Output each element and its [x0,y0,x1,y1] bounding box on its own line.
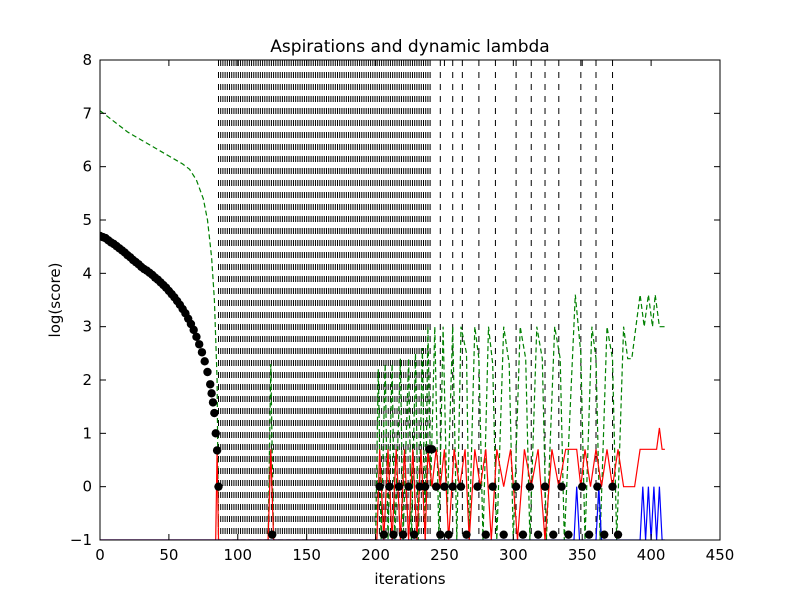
score-point [481,530,490,539]
x-axis-label: iterations [374,570,445,588]
y-tick-label: 5 [82,211,92,229]
x-tick-label: 350 [568,546,597,564]
score-point [197,348,207,357]
score-point [462,530,471,539]
y-tick-label: 2 [82,371,92,389]
plot-content [100,60,665,540]
score-point [195,340,204,349]
score-point [608,482,617,491]
score-point [409,530,419,539]
score-point [488,482,497,491]
y-tick-label: 6 [82,158,92,176]
score-point [420,482,430,491]
score-point [456,482,466,491]
score-point [427,445,437,454]
score-point [208,398,218,407]
score-point [557,482,566,491]
y-tick-label: 7 [82,104,92,122]
score-point [431,482,441,491]
score-point [564,530,573,539]
x-tick-label: 400 [637,546,666,564]
x-tick-label: 200 [361,546,390,564]
score-point [511,482,521,491]
score-point [440,482,449,491]
x-tick-label: 50 [159,546,178,564]
score-point [375,482,384,491]
score-point [518,530,528,539]
score-point [578,482,587,491]
score-point [499,530,508,539]
x-tick-label: 450 [706,546,735,564]
plot-frame [99,59,721,541]
x-tick-label: 250 [430,546,459,564]
score-point [211,429,220,438]
y-tick-label: 0 [82,478,92,496]
score-point [210,408,219,418]
score-point [436,530,445,539]
score-point [600,530,609,539]
score-point [473,482,482,491]
plot-area [100,60,665,540]
y-tick-label: −1 [70,531,92,549]
score-point [394,482,404,491]
score-point [444,530,453,539]
score-point [533,530,543,539]
chart-title: Aspirations and dynamic lambda [270,37,549,57]
score-point [540,482,550,491]
score-point [200,357,209,366]
score-point [206,380,215,389]
y-axis-label: log(score) [46,263,64,338]
score-point [385,482,394,491]
score-point [613,530,623,539]
score-point [207,389,216,398]
score-point [192,332,201,341]
score-point [525,482,535,491]
y-tick-label: 4 [82,264,92,282]
x-tick-label: 0 [95,546,105,564]
score-point [189,325,198,335]
y-tick-label: 8 [82,51,92,69]
x-tick-label: 150 [292,546,321,564]
score-point [268,530,277,539]
score-point [593,482,602,491]
score-point [379,530,389,539]
x-tick-label: 300 [499,546,528,564]
x-tick-label: 100 [223,546,252,564]
score-point [214,482,223,491]
lambda-line-blue [100,486,665,540]
score-point [389,530,398,539]
score-point [203,367,212,377]
y-tick-label: 1 [82,424,92,442]
y-tick-label: 3 [82,318,92,336]
score-point [398,530,408,539]
score-point [584,530,594,539]
score-point [448,482,457,491]
score-point [549,530,558,539]
score-point [404,482,413,491]
score-point [212,446,222,455]
